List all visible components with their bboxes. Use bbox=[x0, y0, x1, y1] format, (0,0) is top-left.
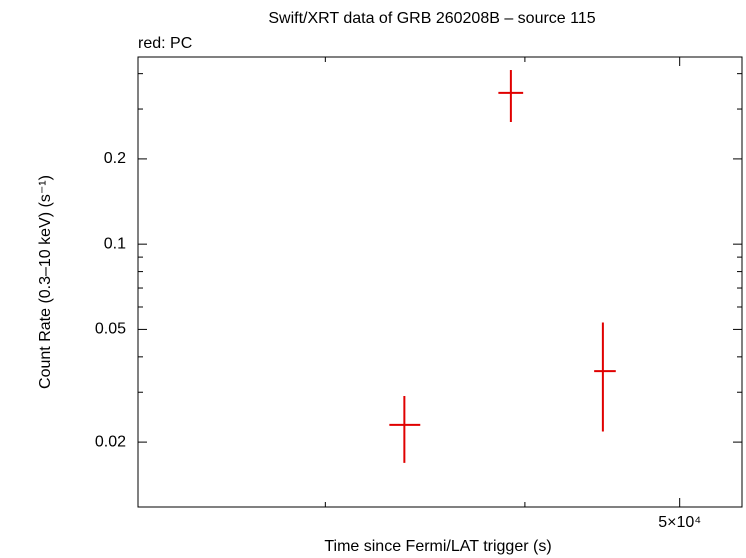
y-tick-label: 0.1 bbox=[104, 235, 126, 252]
chart-title: Swift/XRT data of GRB 260208B – source 1… bbox=[268, 10, 595, 27]
plot-frame bbox=[137, 56, 743, 508]
y-tick-label: 0.05 bbox=[95, 321, 126, 338]
y-tick-label: 0.02 bbox=[95, 433, 126, 450]
x-axis-label: Time since Fermi/LAT trigger (s) bbox=[324, 538, 551, 555]
subtitle: red: PC bbox=[138, 35, 192, 52]
x-tick-label: 5×10⁴ bbox=[658, 514, 701, 531]
y-tick-label: 0.2 bbox=[104, 150, 126, 167]
y-axis-label: Count Rate (0.3–10 keV) (s⁻¹) bbox=[37, 175, 54, 389]
